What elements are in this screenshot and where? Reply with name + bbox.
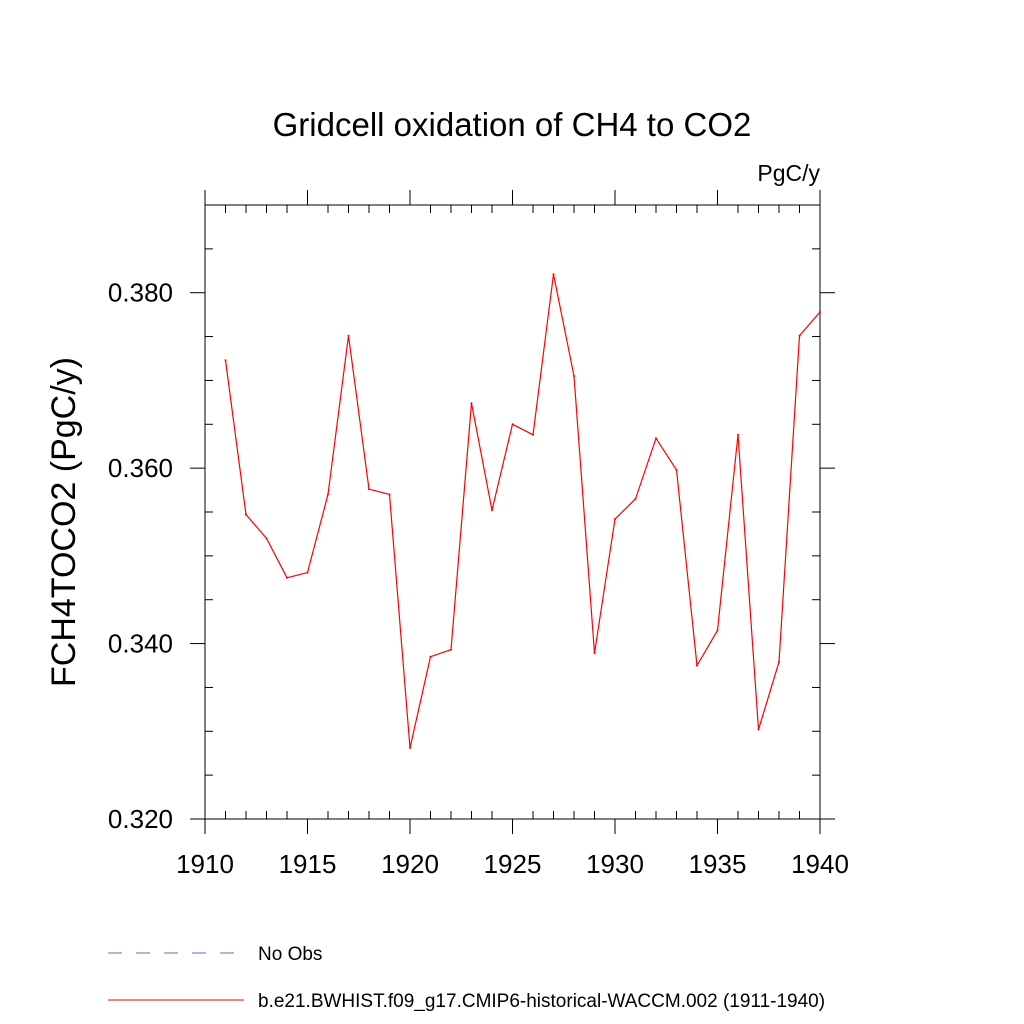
- data-point: [552, 273, 555, 276]
- y-axis-label: FCH4TOCO2 (PgC/y): [45, 357, 83, 687]
- x-tick-label: 1930: [586, 849, 644, 879]
- series-line: [224, 274, 821, 749]
- data-point: [675, 468, 678, 471]
- data-point: [245, 513, 247, 516]
- data-point: [327, 493, 329, 496]
- x-tick-label: 1920: [381, 849, 439, 879]
- axis-tick-labels: 1910 1915 1920 1925 1930 1935 1940 0.320 0.340 0.…: [108, 278, 849, 879]
- data-point: [429, 655, 432, 658]
- x-tick-label: 1910: [176, 849, 234, 879]
- axis-ticks: [190, 190, 835, 834]
- data-point: [737, 433, 739, 436]
- data-point: [696, 664, 698, 667]
- data-point: [819, 311, 821, 314]
- x-tick-label: 1935: [689, 849, 747, 879]
- plot-frame: [204, 204, 821, 820]
- data-point: [368, 488, 370, 491]
- data-point: [614, 518, 616, 521]
- data-point: [265, 537, 268, 540]
- data-point: [470, 402, 473, 405]
- y-tick-label: 0.340: [108, 629, 173, 659]
- x-tick-label: 1940: [791, 849, 849, 879]
- data-point: [634, 497, 637, 500]
- data-point: [409, 746, 411, 749]
- x-tick-label: 1925: [484, 849, 542, 879]
- data-point: [573, 375, 575, 378]
- y-tick-label: 0.380: [108, 278, 173, 308]
- chart-title: Gridcell oxidation of CH4 to CO2: [273, 106, 752, 143]
- data-point: [511, 423, 514, 426]
- data-point: [593, 652, 596, 655]
- data-point: [798, 334, 801, 337]
- data-point: [532, 433, 534, 436]
- data-point: [224, 359, 227, 362]
- data-point: [716, 629, 719, 632]
- data-point: [491, 509, 493, 512]
- y-tick-label: 0.360: [108, 453, 173, 483]
- y-tick-label: 0.320: [108, 804, 173, 834]
- series-layer: [224, 273, 821, 749]
- data-point: [388, 493, 391, 496]
- legend-label: b.e21.BWHIST.f09_g17.CMIP6-historical-WA…: [258, 991, 825, 1012]
- data-point: [450, 648, 452, 651]
- units-label: PgC/y: [757, 160, 820, 186]
- data-point: [306, 571, 309, 574]
- data-point: [286, 576, 288, 579]
- data-point: [655, 437, 657, 440]
- data-point: [347, 334, 350, 337]
- data-point: [778, 660, 780, 663]
- legend-label: No Obs: [258, 944, 322, 965]
- data-point: [757, 728, 760, 731]
- legend: No Obs b.e21.BWHIST.f09_g17.CMIP6-histori…: [108, 944, 825, 1012]
- x-tick-label: 1915: [279, 849, 337, 879]
